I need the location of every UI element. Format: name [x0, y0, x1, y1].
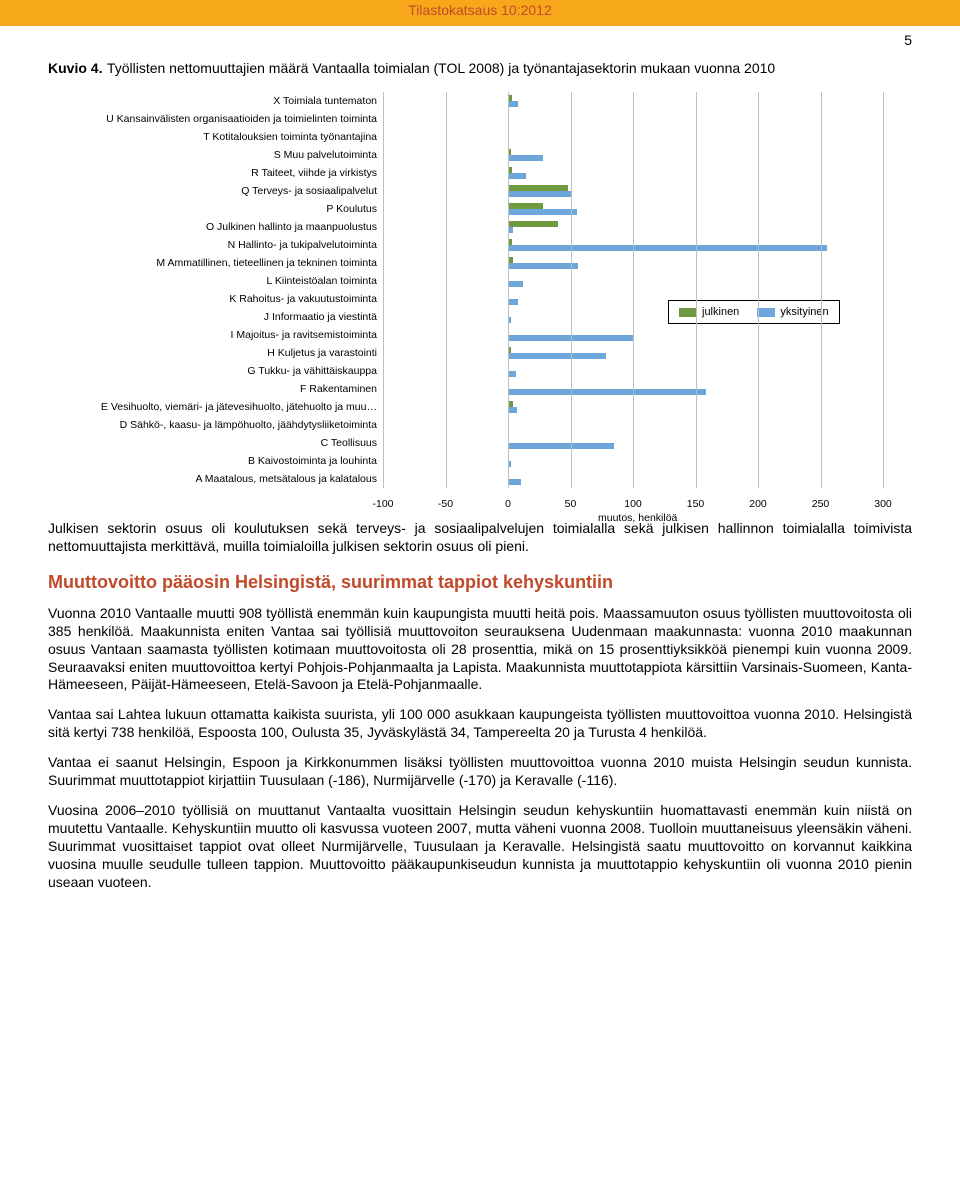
chart-category-label: X Toimiala tuntematon — [48, 92, 383, 110]
chart-category-label: P Koulutus — [48, 200, 383, 218]
legend-label: julkinen — [702, 306, 739, 318]
chart-tick-label: 100 — [624, 498, 642, 510]
body-paragraph: Julkisen sektorin osuus oli koulutuksen … — [48, 520, 912, 556]
chart-category-labels: X Toimiala tuntematonU Kansainvälisten o… — [48, 92, 383, 510]
chart-gridline — [883, 92, 884, 488]
chart-gridline — [383, 92, 384, 488]
chart-category-label: K Rahoitus- ja vakuutustoiminta — [48, 290, 383, 308]
chart-category-label: F Rakentaminen — [48, 380, 383, 398]
chart-bar — [508, 353, 606, 359]
bar-chart: X Toimiala tuntematonU Kansainvälisten o… — [48, 92, 912, 510]
chart-bar — [508, 101, 518, 107]
chart-gridline — [446, 92, 447, 488]
chart-bar — [508, 209, 577, 215]
figure-heading: Kuvio 4. Työllisten nettomuuttajien määr… — [48, 60, 912, 78]
chart-bar — [508, 371, 516, 377]
chart-bar — [508, 389, 706, 395]
page-number: 5 — [0, 26, 960, 48]
section-heading: Muuttovoitto pääosin Helsingistä, suurim… — [48, 572, 912, 593]
legend-item: yksityinen — [757, 306, 828, 318]
body-paragraph: Vantaa ei saanut Helsingin, Espoon ja Ki… — [48, 754, 912, 790]
chart-bar — [508, 173, 526, 179]
chart-gridline — [571, 92, 572, 488]
chart-tick-label: 0 — [505, 498, 511, 510]
chart-bar — [508, 479, 521, 485]
chart-bar — [508, 245, 827, 251]
chart-category-label: A Maatalous, metsätalous ja kalatalous — [48, 470, 383, 488]
header-bar: Tilastokatsaus 10:2012 — [0, 0, 960, 26]
chart-tick-label: 200 — [749, 498, 767, 510]
chart-legend: julkinen yksityinen — [668, 300, 840, 324]
chart-bar — [508, 281, 523, 287]
chart-plot-area: julkinenyksityinen -100-5005010015020025… — [383, 92, 883, 510]
chart-tick-label: 150 — [687, 498, 705, 510]
body-paragraph: Vantaa sai Lahtea lukuun ottamatta kaiki… — [48, 706, 912, 742]
chart-axis-label: muutos, henkilöä — [598, 512, 677, 524]
chart-tick-label: -50 — [438, 498, 453, 510]
chart-tick-label: 300 — [874, 498, 892, 510]
chart-category-label: Q Terveys- ja sosiaalipalvelut — [48, 182, 383, 200]
chart-bar — [508, 407, 517, 413]
chart-category-label: O Julkinen hallinto ja maanpuolustus — [48, 218, 383, 236]
chart-category-label: H Kuljetus ja varastointi — [48, 344, 383, 362]
chart-category-label: D Sähkö-, kaasu- ja lämpöhuolto, jäähdyt… — [48, 416, 383, 434]
chart-tick-label: 50 — [565, 498, 577, 510]
chart-category-label: L Kiinteistöalan toiminta — [48, 272, 383, 290]
chart-gridline — [696, 92, 697, 488]
legend-swatch — [757, 308, 775, 317]
chart-bar — [508, 221, 558, 227]
chart-tick-label: 250 — [812, 498, 830, 510]
chart-category-label: R Taiteet, viihde ja virkistys — [48, 164, 383, 182]
chart-tick-label: -100 — [372, 498, 393, 510]
chart-category-label: T Kotitalouksien toiminta työnantajina — [48, 128, 383, 146]
body-paragraph: Vuonna 2010 Vantaalle muutti 908 työllis… — [48, 605, 912, 695]
chart-category-label: I Majoitus- ja ravitsemistoiminta — [48, 326, 383, 344]
chart-bar — [508, 443, 614, 449]
body-paragraph: Vuosina 2006–2010 työllisiä on muuttanut… — [48, 802, 912, 892]
chart-gridline — [758, 92, 759, 488]
chart-category-label: S Muu palvelutoiminta — [48, 146, 383, 164]
chart-category-label: C Teollisuus — [48, 434, 383, 452]
publication-title: Tilastokatsaus 10:2012 — [408, 2, 551, 18]
chart-category-label: G Tukku- ja vähittäiskauppa — [48, 362, 383, 380]
chart-category-label: B Kaivostoiminta ja louhinta — [48, 452, 383, 470]
chart-category-label: E Vesihuolto, viemäri- ja jätevesihuolto… — [48, 398, 383, 416]
legend-item: julkinen — [679, 306, 739, 318]
chart-bar — [508, 191, 571, 197]
chart-category-label: M Ammatillinen, tieteellinen ja tekninen… — [48, 254, 383, 272]
page-content: Kuvio 4. Työllisten nettomuuttajien määr… — [0, 48, 960, 932]
chart-gridline — [821, 92, 822, 488]
chart-gridline — [633, 92, 634, 488]
chart-bar — [508, 299, 518, 305]
figure-label: Kuvio 4. — [48, 60, 102, 76]
chart-category-label: J Informaatio ja viestintä — [48, 308, 383, 326]
figure-title: Työllisten nettomuuttajien määrä Vantaal… — [107, 60, 775, 76]
chart-category-label: U Kansainvälisten organisaatioiden ja to… — [48, 110, 383, 128]
chart-bar — [508, 155, 543, 161]
chart-bar — [508, 263, 578, 269]
chart-category-label: N Hallinto- ja tukipalvelutoiminta — [48, 236, 383, 254]
chart-gridline — [508, 92, 509, 488]
legend-swatch — [679, 308, 697, 317]
